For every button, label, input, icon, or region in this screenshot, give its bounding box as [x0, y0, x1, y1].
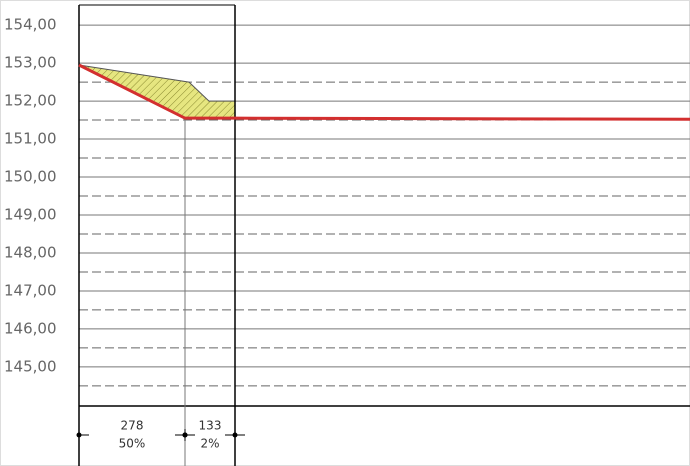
- y-tick-label: 150,00: [4, 168, 57, 186]
- y-tick-label: 151,00: [4, 130, 57, 148]
- dimension-length: 133: [199, 419, 222, 433]
- y-tick-label: 153,00: [4, 54, 57, 72]
- y-tick-label: 149,00: [4, 205, 57, 223]
- dimension-slope: 50%: [119, 437, 146, 451]
- fill-area: [78, 64, 236, 119]
- dimension-label-bg: [89, 415, 175, 455]
- y-tick-label: 154,00: [4, 16, 57, 34]
- y-tick-label: 147,00: [4, 281, 57, 299]
- dimension-length: 278: [121, 419, 144, 433]
- y-tick-label: 152,00: [4, 92, 57, 110]
- dimension-label-bg: [195, 415, 225, 455]
- y-tick-label: 146,00: [4, 319, 57, 337]
- y-tick-label: 148,00: [4, 243, 57, 261]
- y-tick-label: 145,00: [4, 357, 57, 375]
- dimension-slope: 2%: [200, 437, 219, 451]
- profile-line: [78, 63, 690, 121]
